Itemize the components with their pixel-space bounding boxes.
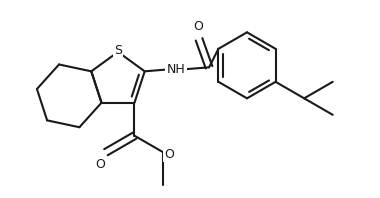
Text: O: O — [193, 20, 203, 33]
Text: O: O — [95, 158, 105, 171]
Text: S: S — [114, 44, 122, 57]
Text: NH: NH — [167, 63, 185, 76]
Text: O: O — [164, 148, 174, 161]
